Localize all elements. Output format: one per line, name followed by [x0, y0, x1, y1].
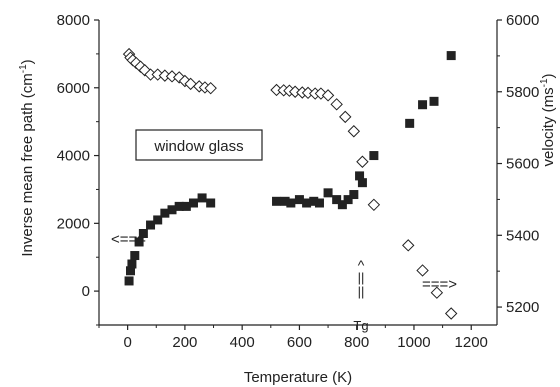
data-point-diamond [321, 89, 335, 102]
data-point-square [369, 151, 379, 161]
data-point-square [349, 190, 359, 200]
y-tick-label: 2000 [57, 215, 90, 232]
data-point-square [405, 118, 415, 128]
plot-frame [98, 20, 498, 326]
data-point-square [337, 200, 347, 210]
x-tick-label: 800 [344, 334, 369, 351]
y-tick-label: 0 [82, 283, 90, 300]
data-point-square [125, 266, 135, 276]
data-point-diamond [330, 98, 343, 111]
y2-tick-label: 5600 [506, 156, 539, 173]
right-axis-arrow: ===> [422, 276, 457, 293]
data-point-square [418, 100, 428, 110]
x-tick-label: 1000 [397, 334, 430, 351]
tg-arrow-shaft-1: || [358, 270, 365, 285]
data-point-square [134, 237, 144, 247]
data-point-diamond [402, 239, 415, 252]
data-point-square [127, 259, 137, 269]
y-axis-left: 0 2000 4000 6000 8000 [57, 12, 99, 326]
data-point-square [429, 96, 439, 106]
y2-tick-label: 5800 [506, 84, 539, 101]
data-point-square [206, 198, 216, 208]
data-point-square [280, 196, 290, 206]
data-point-diamond [444, 307, 458, 320]
data-point-square [294, 195, 304, 205]
data-point-square [314, 198, 324, 208]
data-point-square [446, 51, 456, 61]
data-point-square [174, 201, 184, 211]
series-inverse-mean-free-path [124, 51, 456, 286]
data-point-square [323, 188, 333, 198]
data-point-square [286, 198, 296, 208]
data-point-square [146, 220, 156, 230]
data-point-diamond [347, 125, 361, 138]
y2-tick-label: 6000 [506, 12, 539, 29]
x-axis: 0 200 400 600 800 1000 1200 [98, 325, 488, 351]
data-point-diamond [204, 81, 217, 95]
x-tick-label: 600 [287, 334, 312, 351]
series-velocity [122, 47, 458, 320]
x-tick-label: 200 [172, 334, 197, 351]
data-point-square [343, 195, 353, 205]
data-point-square [188, 198, 198, 208]
data-point-square [138, 229, 148, 238]
x-tick-label: 400 [230, 334, 255, 351]
tg-arrow-shaft-2: || [358, 284, 365, 299]
data-point-square [302, 198, 312, 208]
y2-axis-title-superscript: -1 [539, 78, 550, 87]
y-axis-title: Inverse mean free path (cm-1) [18, 59, 36, 256]
x-tick-label: 0 [123, 334, 131, 351]
x-tick-label: 1200 [455, 334, 488, 351]
y-tick-label: 4000 [57, 148, 90, 165]
data-point-square [355, 171, 365, 181]
data-point-square [197, 193, 207, 203]
data-point-square [153, 215, 163, 225]
data-point-square [332, 195, 342, 205]
data-point-diamond [356, 155, 369, 168]
y2-tick-label: 5200 [506, 299, 539, 316]
window-glass-label: window glass [153, 138, 243, 155]
data-point-diamond [339, 110, 352, 124]
data-point-square [130, 251, 140, 261]
data-point-square [272, 196, 282, 206]
data-point-diamond [367, 198, 381, 212]
left-axis-arrow: <=== [111, 231, 146, 248]
data-point-square [160, 208, 170, 218]
data-point-square [309, 196, 319, 206]
window-glass-box [135, 129, 263, 161]
data-point-square [357, 178, 367, 188]
y2-tick-label: 5400 [506, 227, 539, 244]
tg-marker: ^ || || Tg [353, 257, 368, 333]
data-point-square [181, 201, 191, 211]
y-tick-label: 8000 [57, 12, 90, 29]
y2-axis-title: velocity (ms-1) [539, 73, 557, 166]
tg-label: Tg [353, 318, 368, 333]
y-axis-title-superscript: -1 [18, 64, 29, 73]
y-tick-label: 6000 [57, 80, 90, 97]
data-point-diamond [416, 264, 429, 277]
data-point-diamond [430, 286, 444, 299]
tg-arrow-head: ^ [358, 257, 365, 273]
data-point-square [167, 205, 177, 215]
x-axis-title: Temperature (K) [244, 369, 352, 386]
data-point-square [124, 276, 134, 286]
y-axis-right: 5200 5400 5600 5800 6000 [497, 12, 539, 316]
